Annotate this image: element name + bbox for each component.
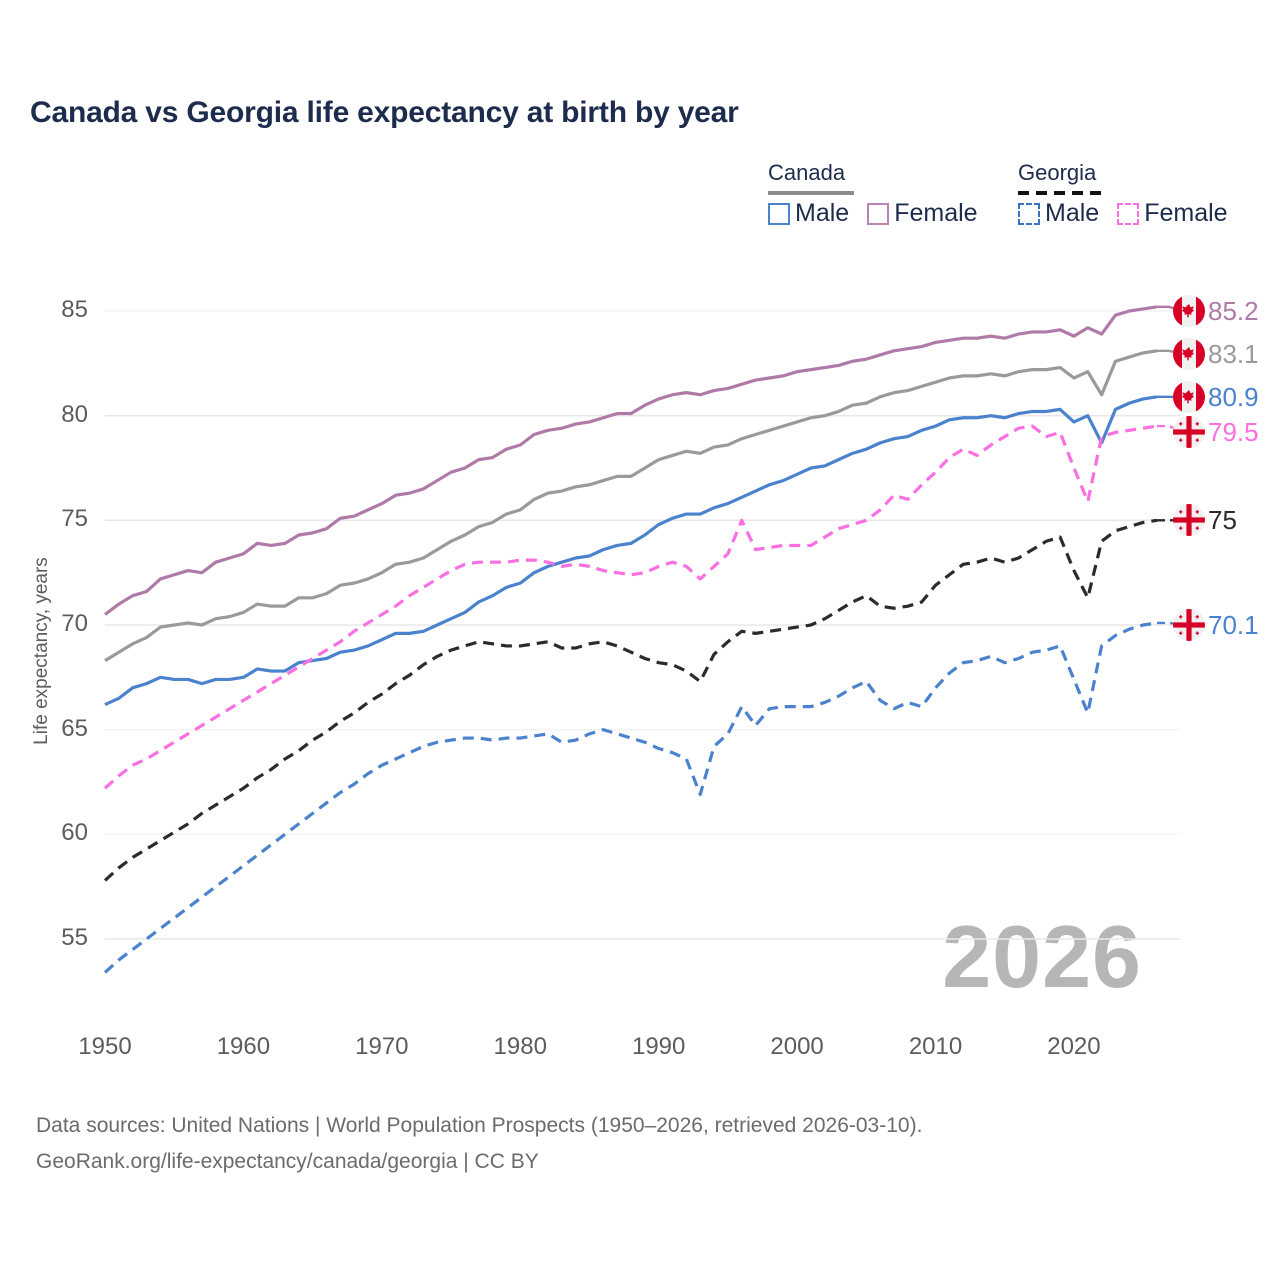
y-tick-85: 85 (61, 296, 88, 323)
legend-swatch-georgia-female (1117, 202, 1140, 225)
canada-flag-icon (1173, 381, 1205, 413)
legend-canada-rule (768, 191, 854, 195)
legend-label-georgia-male: Male (1045, 199, 1100, 227)
series-line-canada-female (104, 305, 1158, 616)
georgia-flag-icon (1173, 504, 1205, 536)
legend-swatch-canada-female (867, 202, 890, 225)
footer-credits: Data sources: United Nations | World Pop… (36, 1108, 922, 1180)
legend-group-canada: Canada Male Female (768, 160, 978, 226)
y-tick-65: 65 (61, 714, 88, 742)
legend-item-canada-female[interactable]: Female (867, 199, 978, 227)
end-label-4: 75 (1173, 503, 1237, 537)
georgia-flag-icon (1173, 416, 1205, 448)
series-line-canada-male (104, 395, 1158, 707)
y-tick-60: 60 (61, 819, 88, 847)
y-tick-70: 70 (61, 610, 88, 637)
legend-label-canada-female: Female (894, 199, 978, 227)
x-tick-2000: 2000 (770, 1033, 824, 1060)
legend-swatch-georgia-male (1018, 202, 1040, 225)
chart-legend: Canada Male Female Georgia Male (760, 160, 1260, 245)
end-label-value: 79.5 (1208, 417, 1259, 447)
canada-flag-icon (1173, 295, 1205, 327)
x-tick-1960: 1960 (216, 1033, 271, 1060)
footer-line-1: Data sources: United Nations | World Pop… (36, 1114, 923, 1137)
end-label-2: 80.9 (1173, 380, 1259, 414)
legend-label-georgia-female: Female (1144, 199, 1228, 227)
legend-item-georgia-male[interactable]: Male (1018, 201, 1099, 226)
chart-series-lines (103, 305, 1158, 974)
legend-label-canada-male: Male (795, 199, 850, 227)
series-line-georgia-male (103, 621, 1158, 974)
georgia-flag-icon (1173, 609, 1205, 641)
legend-group-canada-title: Canada (768, 160, 846, 185)
series-line-canada-total (104, 349, 1158, 662)
legend-swatch-canada-male (768, 202, 790, 225)
end-label-5: 70.1 (1173, 608, 1259, 642)
end-label-value: 80.9 (1208, 382, 1259, 412)
legend-item-georgia-female[interactable]: Female (1117, 199, 1228, 227)
y-axis-label: Life expectancy, years (31, 557, 52, 745)
year-watermark: 2026 (942, 907, 1142, 1006)
end-label-value: 85.2 (1208, 296, 1259, 326)
x-tick-1980: 1980 (493, 1033, 547, 1060)
end-label-0: 85.2 (1173, 294, 1259, 328)
legend-group-georgia-title: Georgia (1018, 160, 1097, 185)
end-label-value: 70.1 (1208, 610, 1259, 640)
x-tick-2010: 2010 (908, 1033, 963, 1060)
x-tick-1970: 1970 (355, 1033, 409, 1060)
page-title: Canada vs Georgia life expectancy at bir… (30, 96, 739, 129)
legend-group-georgia: Georgia Male Female (1018, 160, 1228, 226)
end-label-3: 79.5 (1173, 415, 1259, 449)
y-tick-80: 80 (61, 400, 88, 428)
line-chart-plot (103, 305, 1195, 974)
end-label-1: 83.1 (1173, 337, 1259, 371)
end-label-value: 75 (1208, 505, 1237, 535)
footer-line-2: GeoRank.org/life-expectancy/canada/georg… (36, 1150, 539, 1173)
canada-flag-icon (1173, 338, 1205, 370)
canada-flag-icon (1173, 295, 1205, 327)
georgia-flag-icon (1173, 416, 1205, 448)
y-tick-55: 55 (61, 924, 88, 951)
legend-georgia-rule (1018, 191, 1104, 195)
x-tick-2020: 2020 (1047, 1033, 1101, 1060)
canada-flag-icon (1173, 338, 1205, 370)
georgia-flag-icon (1173, 504, 1205, 536)
end-label-value: 83.1 (1208, 339, 1259, 369)
canada-flag-icon (1173, 381, 1205, 413)
x-tick-1950: 1950 (78, 1033, 132, 1060)
x-tick-1990: 1990 (631, 1033, 686, 1060)
georgia-flag-icon (1173, 609, 1205, 641)
y-tick-75: 75 (61, 505, 88, 533)
series-line-georgia-total (103, 518, 1158, 882)
chart-gridlines (105, 310, 1180, 940)
legend-item-canada-male[interactable]: Male (768, 201, 849, 226)
series-line-georgia-female (103, 424, 1158, 790)
